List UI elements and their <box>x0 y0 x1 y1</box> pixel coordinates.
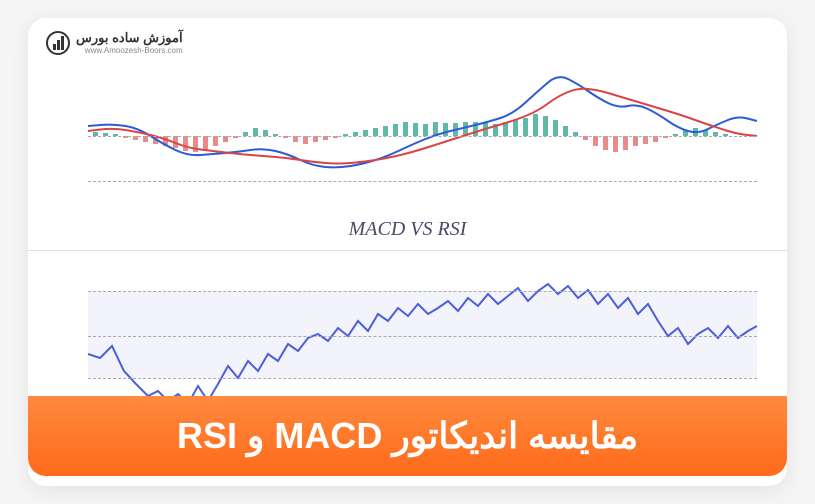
macd-chart <box>88 66 757 206</box>
brand-logo: آموزش ساده بورس www.Amoozesh-Boors.com <box>46 30 183 55</box>
banner-text: مقایسه اندیکاتور MACD و RSI <box>177 415 638 457</box>
rsi-mid-line <box>88 336 757 337</box>
chart-title: MACD VS RSI <box>28 218 787 241</box>
chart-card: آموزش ساده بورس www.Amoozesh-Boors.com M… <box>28 18 787 486</box>
logo-subtitle: www.Amoozesh-Boors.com <box>76 46 183 55</box>
rsi-lower-line <box>88 378 757 379</box>
separator-line <box>28 250 787 251</box>
rsi-chart <box>88 266 757 416</box>
rsi-upper-line <box>88 291 757 292</box>
macd-lower-line <box>88 181 757 182</box>
macd-zero-line <box>88 136 757 137</box>
logo-title: آموزش ساده بورس <box>76 30 183 46</box>
rsi-band <box>88 291 757 378</box>
title-banner: مقایسه اندیکاتور MACD و RSI <box>28 396 787 476</box>
logo-icon <box>46 31 70 55</box>
logo-text: آموزش ساده بورس www.Amoozesh-Boors.com <box>76 30 183 55</box>
